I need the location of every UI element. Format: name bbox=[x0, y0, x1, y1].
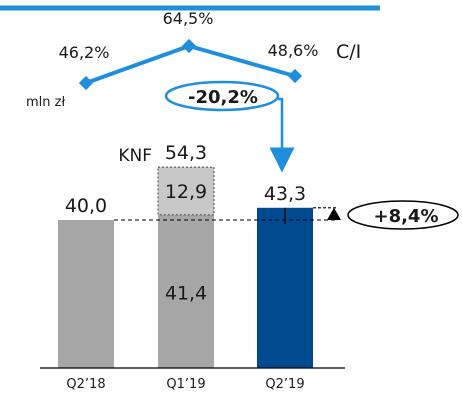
ci-label-q2-19: 48,6% bbox=[268, 41, 319, 60]
yoy-change-value: +8,4% bbox=[373, 206, 438, 227]
bar-q1-19 bbox=[158, 214, 214, 368]
yoy-indicator: +8,4% bbox=[313, 200, 459, 230]
yoy-triangle bbox=[327, 207, 341, 220]
ci-point-q2-19 bbox=[287, 68, 303, 84]
value-label-q1-19-knf: 12,9 bbox=[165, 181, 207, 203]
ci-point-q1-19 bbox=[181, 38, 197, 54]
ci-label-q2-18: 46,2% bbox=[59, 43, 110, 62]
category-label-q2-18: Q2’18 bbox=[66, 377, 105, 392]
bars-group bbox=[58, 166, 313, 368]
ci-point-q2-18 bbox=[78, 75, 94, 91]
value-label-q1-19: 41,4 bbox=[165, 282, 207, 304]
category-label-q1-19: Q1’19 bbox=[166, 377, 205, 392]
value-label-q2-19: 43,3 bbox=[264, 183, 306, 205]
ci-series-label: C/I bbox=[336, 41, 361, 63]
yoy-change-badge bbox=[347, 200, 459, 230]
bar-q2-18 bbox=[58, 220, 114, 368]
ci-line-group: 46,2% 64,5% 48,6% C/I bbox=[59, 9, 361, 91]
value-label-q2-18: 40,0 bbox=[65, 195, 107, 217]
qoq-arrow bbox=[269, 97, 295, 173]
knf-label: KNF bbox=[118, 146, 152, 166]
bar-q1-19-knf bbox=[157, 166, 215, 216]
qoq-change-badge bbox=[164, 80, 280, 112]
bar-q2-19 bbox=[257, 207, 313, 368]
category-label-q2-19: Q2’19 bbox=[265, 377, 304, 392]
total-label-q1-19: 54,3 bbox=[165, 142, 207, 164]
ci-label-q1-19: 64,5% bbox=[163, 9, 214, 28]
qoq-change-value: -20,2% bbox=[188, 87, 258, 108]
unit-label: mln zł bbox=[26, 95, 65, 110]
